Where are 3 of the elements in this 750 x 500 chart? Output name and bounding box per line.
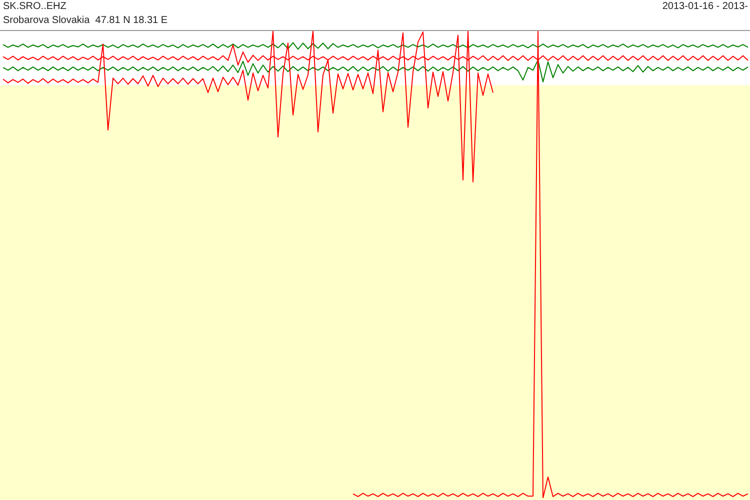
chart-subtitle: Srobarova Slovakia 47.81 N 18.31 E <box>3 15 168 27</box>
chart-title: SK.SRO..EHZ <box>3 1 66 13</box>
text: 2013-01-16 - 2013- <box>662 1 748 13</box>
